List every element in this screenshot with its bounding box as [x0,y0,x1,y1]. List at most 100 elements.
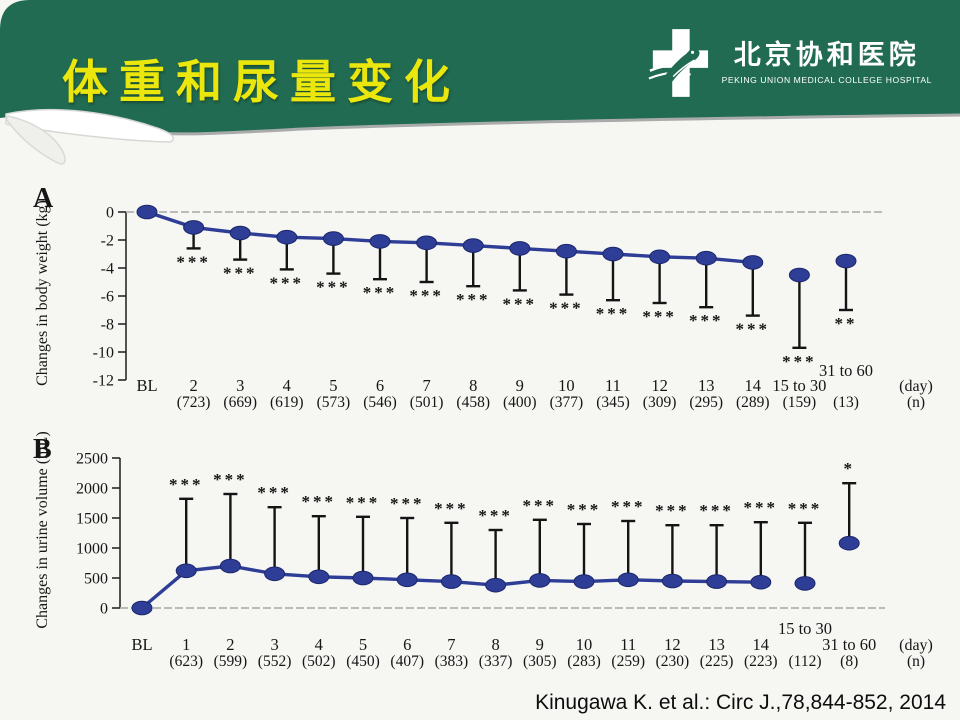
n-label: (230) [656,653,690,670]
x-tick-label: 3 [236,376,244,395]
n-axis-unit: (n) [907,394,925,411]
n-label: (283) [567,653,601,670]
data-point [229,225,251,241]
x-tick-label: 6 [376,376,384,395]
x-tick-label: 14 [745,376,762,395]
x-tick-label: BL [136,376,157,395]
significance-marker: *** [788,499,823,518]
data-point [462,238,484,253]
n-label: (573) [317,394,351,411]
data-point [131,600,153,616]
x-tick-label: BL [131,635,152,654]
data-point [219,558,241,574]
significance-marker: *** [523,496,558,515]
x-tick-label: 12 [651,376,668,395]
significance-marker: *** [689,311,724,330]
y-tick-label: 1000 [76,541,108,558]
significance-marker: * [843,459,855,478]
y-tick-label: -4 [101,261,114,278]
x-tick-label: 7 [447,635,455,654]
x-axis-unit: (day) [899,378,933,395]
data-point [136,204,158,220]
swoosh-line [115,113,960,136]
x-tick-label: 31 to 60 [819,361,873,380]
n-label: (400) [503,394,537,411]
n-label: (450) [346,653,380,670]
x-tick-label: 7 [422,376,430,395]
y-tick-label: -8 [101,317,114,334]
data-point [835,253,857,269]
n-label: (669) [223,394,257,411]
significance-marker: *** [434,499,469,518]
x-tick-label: 31 to 60 [822,635,876,654]
significance-marker: *** [213,470,248,489]
header-green-band [0,0,960,134]
y-tick-label: -12 [93,373,114,390]
significance-marker: *** [478,506,512,525]
y-tick-label: 0 [106,205,114,222]
citation: Kinugawa K. et al.: Circ J.,78,844-852, … [535,691,946,714]
significance-marker: *** [655,501,690,520]
x-tick-label: 15 to 30 [772,376,826,395]
y-tick-label: 0 [100,601,108,618]
n-label: (309) [643,394,677,411]
n-label: (345) [596,394,630,411]
data-point [555,243,577,259]
x-tick-label: 10 [558,376,575,395]
data-point [369,234,391,249]
slide-header: 体重和尿量变化 北京协和医院 PEKING UNION MEDICAL COLL… [0,0,960,170]
y-axis-title: Changes in urine volume (mL) [34,431,51,628]
significance-marker: *** [169,475,204,494]
significance-marker: *** [346,493,381,512]
data-point [788,267,810,283]
significance-marker: *** [390,494,425,513]
y-axis-title: Changes in body weight (kg) [34,200,51,386]
panel-label: A [33,183,54,214]
significance-marker: *** [782,352,817,371]
significance-marker: *** [596,304,631,323]
x-tick-label: 1 [182,635,190,654]
n-label: (723) [177,394,211,411]
data-point [649,249,671,265]
data-point [322,231,344,246]
significance-marker: *** [409,286,444,305]
data-point [794,576,816,591]
header-swoosh-decoration [0,0,960,165]
x-axis-unit: (day) [899,637,933,654]
hospital-logo: 北京协和医院 PEKING UNION MEDICAL COLLEGE HOSP… [648,26,932,100]
n-label: (623) [169,653,203,670]
significance-marker: ** [835,314,858,333]
x-tick-label: 11 [605,376,621,395]
x-tick-label: 14 [753,635,770,654]
significance-marker: *** [642,307,677,326]
x-tick-label: 8 [469,376,477,395]
significance-marker: *** [316,278,351,297]
data-point [695,250,717,266]
significance-marker: *** [176,252,211,271]
data-point [440,574,462,589]
significance-marker: *** [611,497,646,516]
data-point [352,570,374,586]
data-point [706,574,728,589]
significance-marker: *** [567,500,602,519]
data-point [308,569,330,585]
x-tick-label: 10 [576,635,593,654]
data-point [617,572,639,588]
data-point [396,572,418,588]
x-tick-label: 12 [664,635,681,654]
n-label: (225) [700,653,734,670]
n-label: (8) [840,653,858,670]
hospital-name-en: PEKING UNION MEDICAL COLLEGE HOSPITAL [721,74,932,85]
x-tick-label: 4 [315,635,323,654]
n-label: (289) [736,394,770,411]
data-point [529,573,551,588]
x-tick-label: 2 [226,635,234,654]
hospital-logo-text: 北京协和医院 PEKING UNION MEDICAL COLLEGE HOSP… [722,41,932,85]
significance-marker: *** [270,273,305,292]
page-leaf-bottom-icon [5,115,66,165]
n-label: (407) [390,653,424,670]
n-label: (599) [214,653,248,670]
x-tick-label: 5 [359,635,367,654]
